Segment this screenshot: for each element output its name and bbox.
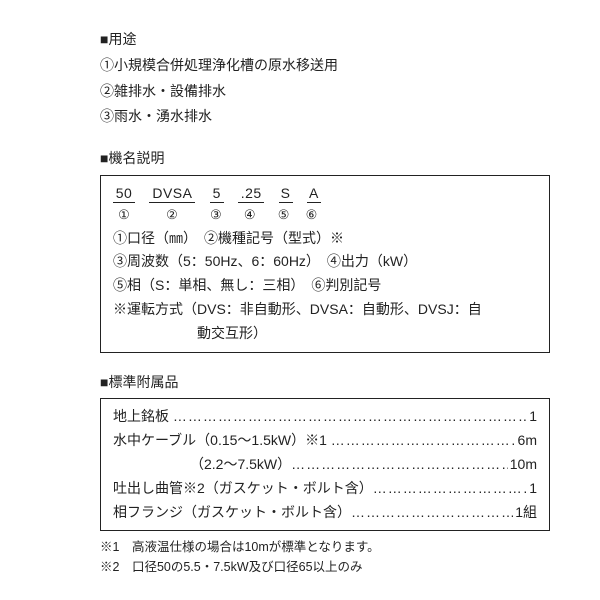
- model-code-row: 50 DVSA 5 .25 S A: [113, 182, 537, 206]
- accessory-filler: ……………………………………………………………………………………………………………: [173, 405, 527, 429]
- model-desc-line: ③周波数（5：50Hz、6：60Hz） ④出力（kW）: [113, 250, 537, 274]
- model-code: 5: [210, 185, 224, 203]
- accessory-row: 水中ケーブル（0.15〜1.5kW）※1 ……………………………………………………: [113, 429, 537, 453]
- footnote: ※1 高液温仕様の場合は10mが標準となります。: [100, 537, 550, 557]
- footnote: ※2 口径50の5.5・7.5kW及び口径65以上のみ: [100, 557, 550, 577]
- use-item: ②雑排水・設備排水: [100, 80, 550, 104]
- use-item: ①小規模合併処理浄化槽の原水移送用: [100, 54, 550, 78]
- accessory-filler: ……………………………………………………………………………………………………………: [351, 501, 513, 525]
- model-index: ④: [237, 207, 263, 223]
- model-index: ①: [113, 207, 135, 223]
- accessory-value: 10m: [508, 453, 537, 477]
- model-desc-line: ①口径（㎜） ②機種記号（型式）※: [113, 227, 537, 251]
- accessory-label: 吐出し曲管※2（ガスケット・ボルト含）: [113, 477, 373, 501]
- accessory-filler: ……………………………………………………………………………………………………………: [331, 429, 516, 453]
- accessory-filler: ……………………………………………………………………………………………………………: [373, 477, 527, 501]
- footnotes: ※1 高液温仕様の場合は10mが標準となります。 ※2 口径50の5.5・7.5…: [100, 537, 550, 577]
- model-index-row: ① ② ③ ④ ⑤ ⑥: [113, 206, 537, 223]
- model-index: ②: [149, 207, 195, 223]
- accessory-value: 1組: [513, 501, 537, 525]
- accessory-row: 地上銘板 ………………………………………………………………………………………………: [113, 405, 537, 429]
- model-desc: ①口径（㎜） ②機種記号（型式）※ ③周波数（5：50Hz、6：60Hz） ④出…: [113, 227, 537, 346]
- accessory-row: 相フランジ（ガスケット・ボルト含） ……………………………………………………………: [113, 501, 537, 525]
- model-index: ⑤: [277, 207, 291, 223]
- accessory-value: 1: [527, 477, 537, 501]
- model-box: 50 DVSA 5 .25 S A ① ② ③ ④ ⑤ ⑥ ①口径（㎜） ②機種…: [100, 175, 550, 353]
- model-desc-line: 動交互形）: [113, 322, 537, 346]
- accessories-heading: ■標準附属品: [100, 371, 550, 395]
- accessory-row: 吐出し曲管※2（ガスケット・ボルト含） ………………………………………………………: [113, 477, 537, 501]
- use-item: ③雨水・湧水排水: [100, 105, 550, 129]
- uses-list: ①小規模合併処理浄化槽の原水移送用 ②雑排水・設備排水 ③雨水・湧水排水: [100, 54, 550, 129]
- accessory-label: 地上銘板: [113, 405, 173, 429]
- model-index: ⑥: [304, 207, 318, 223]
- accessory-value: 1: [527, 405, 537, 429]
- model-desc-line: ※運転方式（DVS：非自動形、DVSA：自動形、DVSJ：自: [113, 298, 537, 322]
- accessory-row: （2.2〜7.5kW） ……………………………………………………………………………: [113, 453, 537, 477]
- model-code: .25: [238, 185, 264, 203]
- accessory-value: 6m: [516, 429, 537, 453]
- model-desc-line: ⑤相（S：単相、無し：三相） ⑥判別記号: [113, 274, 537, 298]
- model-heading: ■機名説明: [100, 147, 550, 171]
- accessory-label: （2.2〜7.5kW）: [113, 453, 291, 477]
- model-code: A: [307, 185, 321, 203]
- uses-heading: ■用途: [100, 28, 550, 52]
- accessory-filler: ……………………………………………………………………………………………………………: [291, 453, 508, 477]
- accessories-box: 地上銘板 ………………………………………………………………………………………………: [100, 398, 550, 531]
- model-code: 50: [113, 185, 135, 203]
- accessory-label: 水中ケーブル（0.15〜1.5kW）※1: [113, 429, 331, 453]
- accessory-label: 相フランジ（ガスケット・ボルト含）: [113, 501, 351, 525]
- model-code: S: [279, 185, 293, 203]
- model-code: DVSA: [149, 185, 195, 203]
- model-index: ③: [209, 207, 223, 223]
